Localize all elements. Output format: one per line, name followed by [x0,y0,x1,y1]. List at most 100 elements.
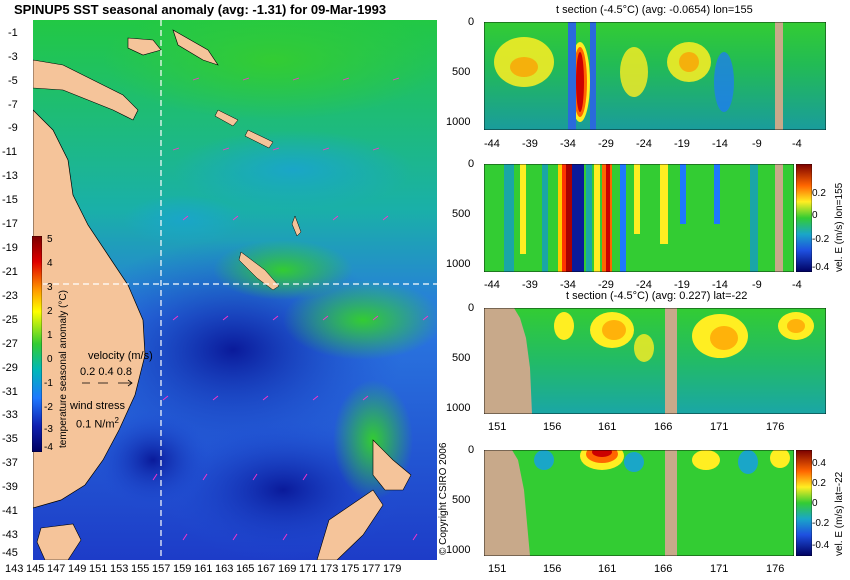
colorbar-tick: 0 [47,354,53,365]
lat-tick: -39 [2,481,18,493]
x-tick: 156 [543,421,562,433]
x-tick: 151 [488,563,507,575]
lat-tick: -41 [2,505,18,517]
velocity-arrows-icon [82,379,133,387]
colorbar-tick: 5 [47,234,53,245]
y-tick: 500 [452,66,471,78]
x-tick: 171 [710,563,729,575]
lat-tick: -15 [2,194,18,206]
lon-tick: 175 [341,563,360,575]
lon-tick: 151 [89,563,108,575]
lat-tick: -9 [8,122,18,134]
lat-tick: -3 [8,51,18,63]
lon-tick: 167 [257,563,276,575]
lon-tick: 149 [68,563,87,575]
colorbar-tick: 0.4 [812,458,826,469]
x-tick: -19 [674,279,690,291]
x-tick: 176 [766,421,785,433]
y-tick: 0 [468,302,475,314]
lon-tick: 147 [47,563,66,575]
temp-section-lon-plot [484,22,826,130]
x-tick: -39 [522,279,538,291]
wind-stress-label: wind stress [70,400,126,412]
y-tick: 0 [468,16,475,28]
lon-tick: 145 [26,563,45,575]
section-1-title: t section (-4.5°C) (avg: -0.0654) lon=15… [556,4,753,16]
lon-tick: 165 [236,563,255,575]
lat-tick: -31 [2,386,18,398]
section-3-title: t section (-4.5°C) (avg: 0.227) lat=-22 [566,290,748,302]
x-tick: -19 [674,138,690,150]
lon-tick: 173 [320,563,339,575]
lon-tick: 153 [110,563,129,575]
y-tick: 0 [468,444,475,456]
y-tick: 0 [468,158,475,170]
velocity-colorbar-lon [796,164,812,272]
y-tick: 1000 [446,116,471,128]
colorbar-tick: 0.2 [812,478,826,489]
lat-tick: -13 [2,170,18,182]
lat-tick: -35 [2,433,18,445]
y-tick: 1000 [446,544,471,556]
velocity-legend-label: velocity (m/s) [88,350,153,362]
y-tick: 1000 [446,258,471,270]
x-tick: -4 [792,138,802,150]
colorbar-tick: -0.2 [812,518,830,529]
colorbar-tick: 4 [47,258,53,269]
x-tick: -9 [752,279,762,291]
colorbar-tick: -2 [44,402,53,413]
colorbar-tick: 2 [47,306,53,317]
velocity-colorbar-lat-label: vel. E (m/s) lat=-22 [834,471,845,556]
colorbar-tick: -0.2 [812,234,830,245]
velocity-section-lon-plot [484,164,794,272]
x-tick: -34 [560,279,576,291]
x-tick: -9 [752,138,762,150]
x-tick: -14 [712,279,728,291]
colorbar-tick: 0 [812,498,818,509]
x-tick: 161 [598,421,617,433]
colorbar-tick: 0 [812,210,818,221]
x-tick: 166 [654,563,673,575]
lat-tick: -1 [8,27,18,39]
x-tick: 156 [543,563,562,575]
lon-tick: 169 [278,563,297,575]
x-tick: 151 [488,421,507,433]
colorbar-tick: -1 [44,378,53,389]
lon-tick: 157 [152,563,171,575]
lat-tick: -11 [2,146,18,158]
x-tick: -24 [636,279,652,291]
lon-tick: 179 [383,563,402,575]
lat-tick: -7 [8,99,18,111]
velocity-colorbar-lat [796,450,812,556]
lat-tick: -45 [2,547,18,559]
x-tick: -24 [636,138,652,150]
y-tick: 500 [452,208,471,220]
x-tick: -39 [522,138,538,150]
lat-tick: -21 [2,266,18,278]
velocity-colorbar-lon-label: vel. E (m/s) lon=155 [834,182,845,272]
colorbar-tick: -3 [44,424,53,435]
lon-tick: 159 [173,563,192,575]
x-tick: 161 [598,563,617,575]
x-tick: 171 [710,421,729,433]
x-tick: -44 [484,279,500,291]
copyright-notice: © Copyright CSIRO 2006 [438,442,449,555]
lat-tick: -23 [2,290,18,302]
lat-tick: -17 [2,218,18,230]
x-tick: -44 [484,138,500,150]
lat-tick: -19 [2,242,18,254]
sst-colorbar [32,236,42,452]
map-title: SPINUP5 SST seasonal anomaly (avg: -1.31… [14,2,387,17]
lon-tick: 143 [5,563,24,575]
lon-tick: 161 [194,563,213,575]
lat-tick: -27 [2,338,18,350]
x-tick: 166 [654,421,673,433]
lat-tick: -43 [2,529,18,541]
lat-tick: -37 [2,457,18,469]
lat-tick: -25 [2,314,18,326]
x-tick: 176 [766,563,785,575]
y-tick: 1000 [446,402,471,414]
x-tick: -14 [712,138,728,150]
y-tick: 500 [452,494,471,506]
colorbar-tick: -4 [44,442,53,453]
